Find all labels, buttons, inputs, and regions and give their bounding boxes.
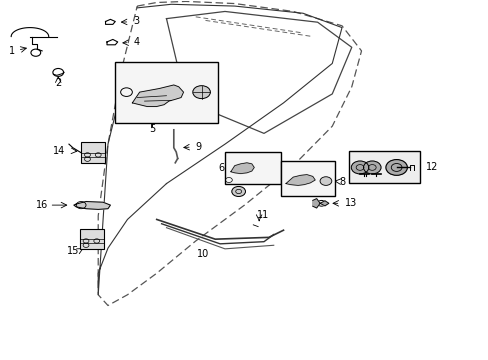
Text: 12: 12 (425, 162, 437, 172)
Bar (224, 152, 281, 184)
Circle shape (363, 161, 380, 174)
Text: 14: 14 (53, 145, 65, 156)
Circle shape (320, 177, 331, 185)
Polygon shape (285, 175, 315, 185)
Bar (81, 142, 104, 163)
Text: 1: 1 (9, 46, 16, 56)
Polygon shape (132, 85, 183, 107)
Text: 8: 8 (338, 177, 345, 187)
Bar (80, 229, 104, 249)
Circle shape (350, 161, 368, 174)
Text: 13: 13 (344, 198, 356, 208)
Polygon shape (320, 201, 328, 206)
Text: 2: 2 (55, 78, 61, 88)
Polygon shape (74, 202, 110, 210)
Text: 6: 6 (218, 163, 224, 173)
Text: 4: 4 (133, 37, 139, 47)
Text: 10: 10 (197, 248, 209, 258)
Text: 16: 16 (36, 200, 48, 210)
Text: 5: 5 (148, 124, 155, 134)
Bar (115, 62, 217, 123)
Text: 15: 15 (66, 246, 79, 256)
Circle shape (192, 86, 210, 99)
Circle shape (385, 159, 407, 175)
Text: 3: 3 (133, 17, 139, 27)
Circle shape (231, 186, 245, 197)
Bar (348, 151, 419, 183)
Text: 11: 11 (256, 210, 268, 220)
Polygon shape (230, 163, 254, 174)
Bar (281, 161, 334, 196)
Text: 9: 9 (195, 141, 201, 152)
Polygon shape (312, 199, 320, 208)
Text: 7: 7 (246, 176, 252, 186)
